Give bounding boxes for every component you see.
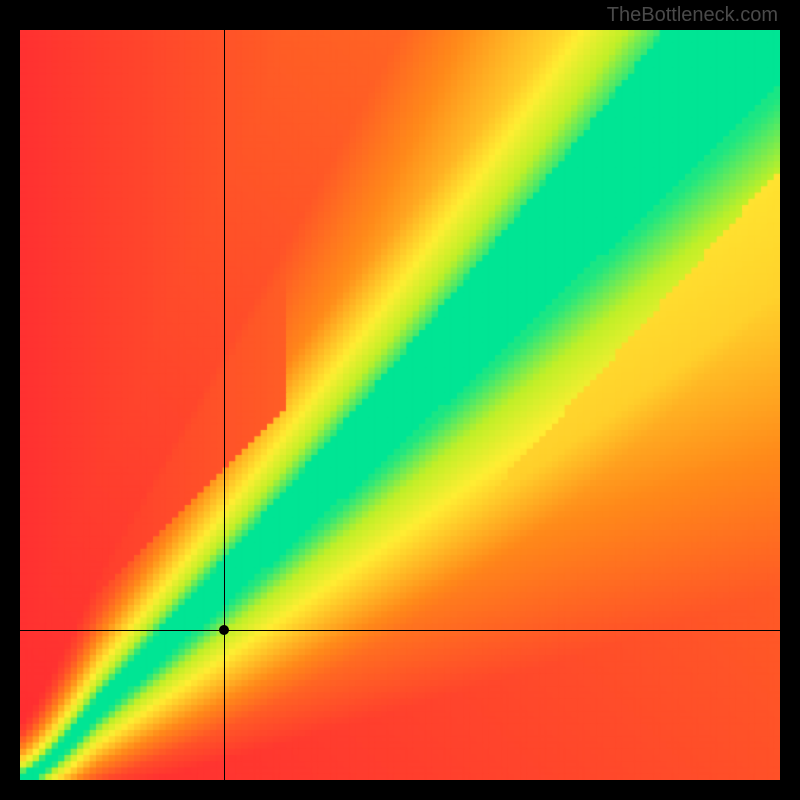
crosshair-horizontal <box>20 630 780 631</box>
watermark-text: TheBottleneck.com <box>607 4 778 27</box>
marker-point <box>219 625 229 635</box>
crosshair-vertical <box>224 30 225 780</box>
heatmap-plot <box>20 30 780 780</box>
heatmap-canvas <box>20 30 780 780</box>
